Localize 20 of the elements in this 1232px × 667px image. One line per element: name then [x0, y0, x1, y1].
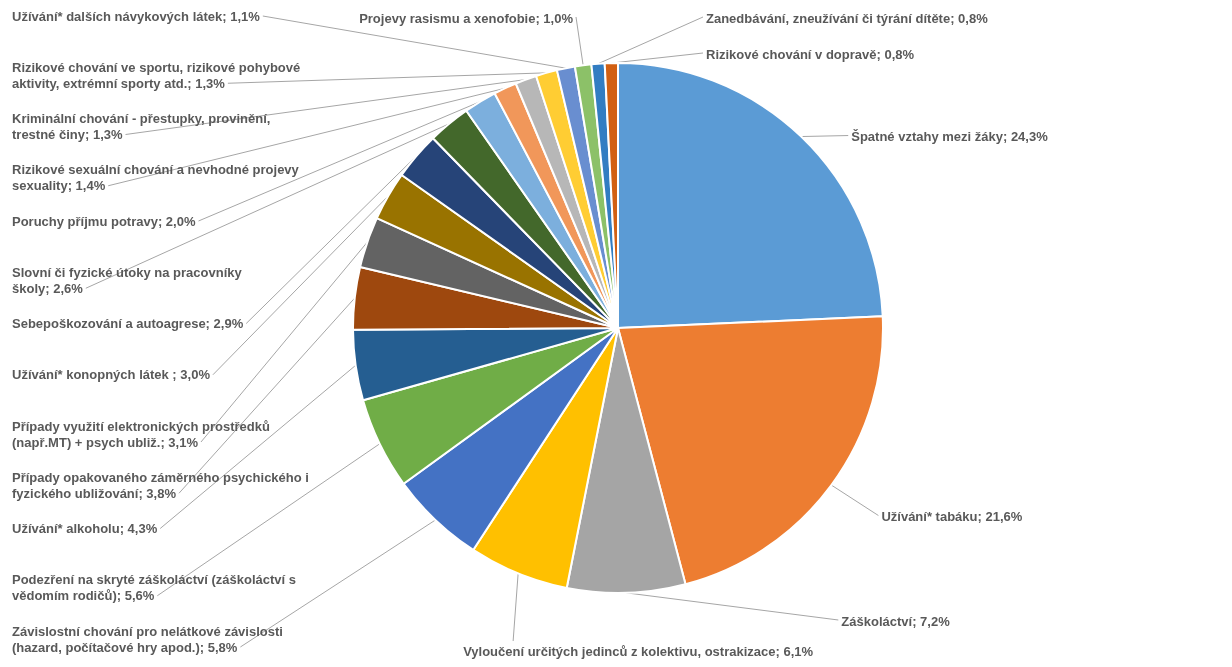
slice-label: Projevy rasismu a xenofobie; 1,0%	[359, 10, 574, 26]
slice-label: Poruchy příjmu potravy; 2,0%	[12, 213, 196, 229]
slice-label: Případy využití elektronických prostředků (např.MT) + psych ubliž.; 3,1%	[12, 418, 270, 450]
slice-label: Užívání* dalších návykových látek; 1,1%	[12, 8, 261, 24]
slice-label: Závislostní chování pro nelátkové závislosti (hazard, počítačové hry apod.); 5,8%	[12, 623, 283, 655]
slice-label: Slovní či fyzické útoky na pracovníky školy; 2,6%	[12, 264, 243, 296]
slice-label: Kriminální chování - přestupky, provinění, trestné činy; 1,3%	[12, 111, 271, 142]
slice-label: Užívání* tabáku; 21,6%	[881, 509, 1023, 525]
slice-label: Případy opakovaného záměrného psychického i fyzického ubližování; 3,8%	[12, 469, 309, 501]
slice-label: Špatné vztahy mezi žáky; 24,3%	[851, 129, 1049, 145]
slice-label: Užívání* konopných látek ; 3,0%	[12, 367, 211, 383]
slice-label: Užívání* alkoholu; 4,3%	[12, 521, 158, 536]
slice-label: Vyloučení určitých jedinců z kolektivu, ostrakizace; 6,1%	[463, 643, 814, 659]
slice-label: Rizikové chování ve sportu, rizikové pohybové aktivity, extrémní sporty atd.; 1,3%	[12, 59, 301, 91]
slice-label: Podezření na skryté záškoláctví (záškoláctví s vědomím rodičů); 5,6%	[12, 572, 296, 604]
slice-label: Rizikové sexuální chování a nevhodné projevy sexuality; 1,4%	[12, 162, 300, 194]
slice-label: Sebepoškozování a autoagrese; 2,9%	[12, 316, 244, 331]
slice-label: Záškoláctví; 7,2%	[841, 613, 951, 629]
slice-label: Zanedbávání, zneužívání či týrání dítěte; 0,8%	[706, 10, 989, 26]
slice-label: Rizikové chování v dopravě; 0,8%	[706, 46, 915, 62]
